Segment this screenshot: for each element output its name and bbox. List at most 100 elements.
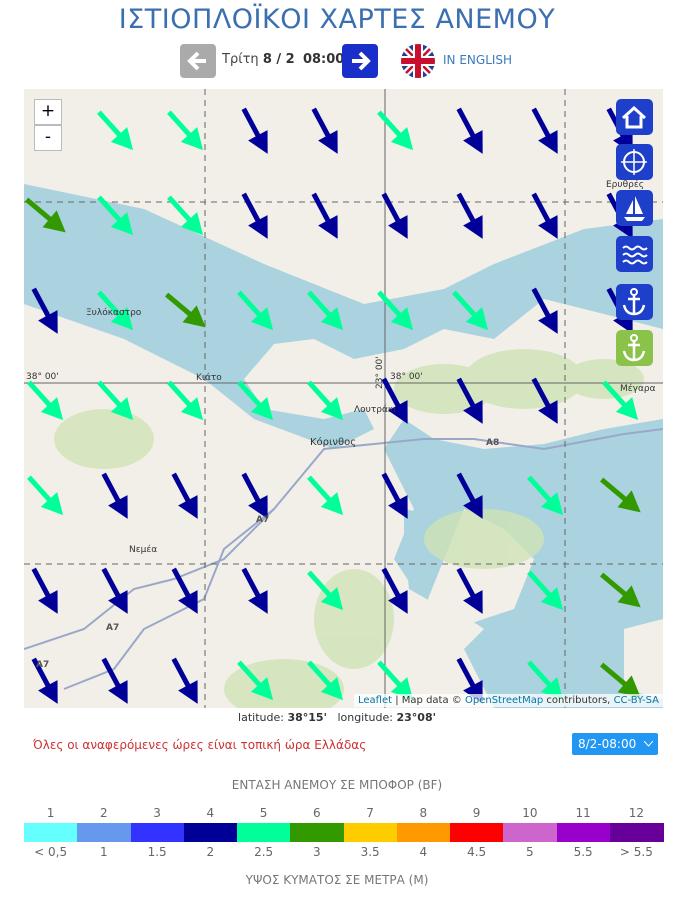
license-link[interactable]: CC-BY-SA — [613, 695, 659, 706]
bf-label: 9 — [472, 806, 481, 820]
wind-arrow — [452, 290, 489, 331]
wind-arrow — [527, 475, 564, 516]
waves-button[interactable] — [616, 236, 653, 272]
wind-arrow — [381, 567, 408, 614]
wave-label: > 5.5 — [619, 845, 653, 859]
wind-arrow — [165, 292, 206, 328]
osm-link[interactable]: OpenStreetMap — [464, 695, 544, 706]
road-label: A7 — [256, 515, 269, 525]
wind-arrow — [97, 195, 134, 236]
wind-arrow — [97, 380, 134, 421]
wind-arrow — [237, 380, 274, 421]
wind-arrow — [31, 567, 58, 614]
zoom-out[interactable]: - — [34, 125, 62, 151]
wind-arrow — [237, 660, 274, 701]
bf-label: 2 — [100, 806, 108, 820]
bf-swatch — [396, 823, 451, 842]
lat: 38°15' — [287, 711, 327, 724]
bf-label: 6 — [313, 806, 321, 820]
place-label: Ερυθρές — [606, 179, 644, 190]
wind-arrow — [311, 192, 338, 239]
wind-arrow — [237, 290, 274, 331]
wind-arrow — [307, 380, 344, 421]
wind-arrow — [101, 472, 128, 519]
wave-label: 1 — [100, 845, 108, 859]
wind-arrow — [25, 197, 66, 233]
wind-arrow — [31, 657, 58, 704]
wind-arrow — [307, 290, 344, 331]
wind-arrow — [600, 572, 641, 608]
wind-arrow — [377, 110, 414, 151]
wind-arrow — [456, 192, 483, 239]
time-note: Όλες οι αναφερόμενες ώρες είναι τοπική ώ… — [33, 738, 367, 752]
bf-swatch — [556, 823, 611, 842]
land — [24, 89, 663, 159]
compass-button[interactable] — [616, 144, 653, 180]
next-button[interactable] — [342, 44, 378, 78]
bf-swatch — [450, 823, 504, 842]
bf-label: 3 — [153, 806, 161, 820]
bf-label: 10 — [522, 806, 538, 820]
gulf-of-corinth — [24, 184, 663, 449]
place-label: Νεμέα — [129, 544, 157, 555]
wind-arrow — [307, 660, 344, 701]
sail-button[interactable] — [616, 190, 653, 226]
road-label: A7 — [106, 623, 119, 633]
wind-arrow — [381, 472, 408, 519]
roads — [24, 428, 663, 690]
wind-arrow — [307, 475, 344, 516]
position: latitude: 38°15' longitude: 23°08' — [0, 711, 674, 724]
home-button[interactable] — [616, 99, 653, 135]
road-label: A8 — [486, 438, 499, 448]
wave-label: < 0,5 — [34, 845, 68, 859]
page-title: ΙΣΤΙΟΠΛΟΪΚΟΙ ΧΑΡΤΕΣ ΑΝΕΜΟΥ — [118, 4, 556, 35]
wind-arrow — [456, 472, 483, 519]
wind-arrow — [101, 657, 128, 704]
map-canvas: Ερυθρές Ξυλόκαστρο Κιάτο Κόρινθος Λουτρά… — [24, 89, 663, 708]
time: 08:00 — [302, 52, 345, 67]
day: Τρίτη — [222, 52, 259, 67]
bf-swatch — [503, 823, 557, 842]
wind-arrow — [27, 475, 64, 516]
bf-swatch — [237, 823, 291, 842]
wave-label: 5.5 — [573, 845, 593, 859]
wind-arrow — [171, 657, 198, 704]
place-labels: Ερυθρές Ξυλόκαστρο Κιάτο Κόρινθος Λουτρά… — [26, 179, 656, 555]
wind-arrow — [171, 567, 198, 614]
wind-arrow — [456, 377, 483, 424]
wave-label: 3 — [313, 845, 321, 859]
uk-flag[interactable] — [400, 43, 436, 79]
wave-label: 4 — [419, 845, 428, 859]
zoom-in[interactable]: + — [34, 99, 62, 125]
wind-arrow — [531, 192, 558, 239]
place-label: Κιάτο — [196, 373, 222, 383]
lon: 23°08' — [396, 711, 436, 724]
road-labels: A8 A7 A7 A7 — [36, 438, 499, 670]
map[interactable]: Ερυθρές Ξυλόκαστρο Κιάτο Κόρινθος Λουτρά… — [24, 89, 663, 708]
legend-title: ΕΝΤΑΣΗ ΑΝΕΜΟΥ ΣΕ ΜΠΟΦΟΡ (BF) — [231, 778, 443, 792]
wind-arrow — [101, 567, 128, 614]
lat-label: latitude: — [238, 711, 284, 724]
bf-swatch — [77, 823, 131, 842]
wind-arrow — [527, 570, 564, 611]
bf-swatch — [183, 823, 238, 842]
bf-swatch — [290, 823, 344, 842]
bf-swatch — [609, 823, 664, 842]
bf-label: 5 — [259, 806, 268, 820]
wind-arrow — [167, 110, 204, 151]
wind-arrow — [602, 380, 639, 421]
wind-arrow — [167, 195, 204, 236]
wind-arrow — [600, 477, 641, 513]
bf-swatch — [130, 823, 185, 842]
wind-arrow — [241, 472, 268, 519]
time-select[interactable]: 8/2-08:00 — [572, 733, 658, 755]
prev-button[interactable] — [180, 44, 216, 78]
english-link[interactable]: IN ENGLISH — [443, 53, 513, 67]
leaflet-link[interactable]: Leaflet — [358, 695, 393, 706]
wind-arrow — [97, 290, 134, 331]
wind-arrow — [307, 570, 344, 611]
wind-arrow — [167, 380, 204, 421]
anchor-button[interactable] — [616, 284, 653, 320]
anchor-green-button[interactable] — [616, 330, 653, 366]
